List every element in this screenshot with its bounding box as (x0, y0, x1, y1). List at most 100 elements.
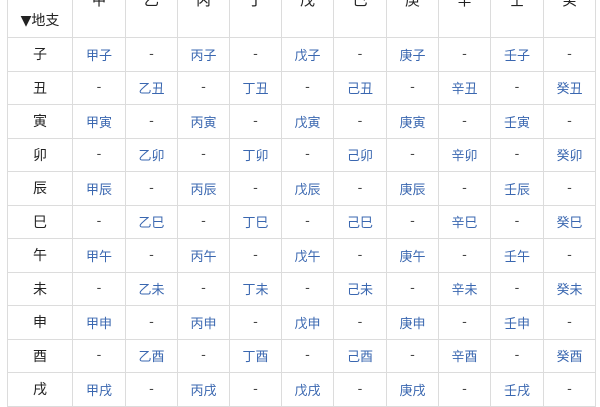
ganzhi-link[interactable]: 癸酉 (543, 338, 596, 373)
ganzhi-link[interactable]: 乙巳 (125, 204, 178, 239)
ganzhi-link[interactable]: 戊辰 (281, 171, 334, 206)
ganzhi-link[interactable]: 庚申 (386, 305, 439, 340)
ganzhi-link[interactable]: 甲寅 (72, 104, 126, 139)
header-row: ▼地支 甲乙丙丁戊己庚辛壬癸 (7, 0, 596, 38)
ganzhi-link[interactable]: 戊子 (281, 37, 334, 72)
ganzhi-link[interactable]: 甲辰 (72, 171, 126, 206)
ganzhi-link[interactable]: 戊寅 (281, 104, 334, 139)
ganzhi-link[interactable]: 丙寅 (177, 104, 230, 139)
empty-cell: - (229, 37, 282, 72)
ganzhi-link[interactable]: 壬子 (490, 37, 544, 72)
ganzhi-link[interactable]: 庚午 (386, 238, 439, 273)
ganzhi-link[interactable]: 壬申 (490, 305, 544, 340)
empty-cell: - (386, 137, 439, 172)
branch-cell: 卯 (7, 137, 73, 172)
header-stem[interactable]: 庚 (386, 0, 439, 38)
header-stem[interactable]: 丁 (229, 0, 282, 38)
empty-cell: - (72, 271, 126, 306)
ganzhi-link[interactable]: 辛丑 (438, 70, 491, 105)
empty-cell: - (177, 137, 230, 172)
ganzhi-link[interactable]: 丁酉 (229, 338, 282, 373)
empty-cell: - (543, 37, 596, 72)
empty-cell: - (386, 70, 439, 105)
ganzhi-link[interactable]: 丙戌 (177, 372, 230, 407)
ganzhi-link[interactable]: 丙午 (177, 238, 230, 273)
empty-cell: - (125, 238, 178, 273)
table-row: 酉 - 乙酉 - 丁酉 - 己酉 - 辛酉 - 癸酉 (7, 338, 596, 373)
branch-cell: 未 (7, 271, 73, 306)
ganzhi-link[interactable]: 乙丑 (125, 70, 178, 105)
ganzhi-link[interactable]: 庚子 (386, 37, 439, 72)
ganzhi-link[interactable]: 辛巳 (438, 204, 491, 239)
ganzhi-link[interactable]: 乙酉 (125, 338, 178, 373)
empty-cell: - (333, 171, 387, 206)
empty-cell: - (543, 171, 596, 206)
ganzhi-link[interactable]: 壬寅 (490, 104, 544, 139)
header-stem[interactable]: 己 (333, 0, 387, 38)
empty-cell: - (543, 372, 596, 407)
sexagenary-table: ▼地支 甲乙丙丁戊己庚辛壬癸 子甲子 - 丙子 - 戊子 - 庚子 - 壬子 - 丑 - 乙丑 - 丁丑 - 己… (7, 0, 596, 407)
empty-cell: - (490, 137, 544, 172)
ganzhi-link[interactable]: 癸丑 (543, 70, 596, 105)
table-row: 戌甲戌 - 丙戌 - 戊戌 - 庚戌 - 壬戌 - (7, 372, 596, 407)
empty-cell: - (72, 70, 126, 105)
ganzhi-link[interactable]: 癸巳 (543, 204, 596, 239)
ganzhi-link[interactable]: 壬戌 (490, 372, 544, 407)
ganzhi-link[interactable]: 乙卯 (125, 137, 178, 172)
header-stem[interactable]: 丙 (177, 0, 230, 38)
ganzhi-link[interactable]: 庚戌 (386, 372, 439, 407)
ganzhi-link[interactable]: 丁巳 (229, 204, 282, 239)
ganzhi-link[interactable]: 丙申 (177, 305, 230, 340)
header-stem[interactable]: 辛 (438, 0, 491, 38)
empty-cell: - (333, 104, 387, 139)
header-stem[interactable]: 癸 (543, 0, 596, 38)
branch-cell: 丑 (7, 70, 73, 105)
ganzhi-link[interactable]: 癸卯 (543, 137, 596, 172)
ganzhi-link[interactable]: 丁丑 (229, 70, 282, 105)
header-stem[interactable]: 甲 (72, 0, 126, 38)
ganzhi-link[interactable]: 庚辰 (386, 171, 439, 206)
ganzhi-link[interactable]: 壬午 (490, 238, 544, 273)
branch-cell: 辰 (7, 171, 73, 206)
table-body: 子甲子 - 丙子 - 戊子 - 庚子 - 壬子 - 丑 - 乙丑 - 丁丑 - 己丑 - 辛丑 - 癸丑寅甲寅 - 丙寅 - 戊… (7, 37, 596, 407)
ganzhi-link[interactable]: 甲申 (72, 305, 126, 340)
ganzhi-link[interactable]: 甲戌 (72, 372, 126, 407)
ganzhi-link[interactable]: 己未 (333, 271, 387, 306)
ganzhi-link[interactable]: 己卯 (333, 137, 387, 172)
table-row: 未 - 乙未 - 丁未 - 己未 - 辛未 - 癸未 (7, 271, 596, 306)
ganzhi-link[interactable]: 辛酉 (438, 338, 491, 373)
ganzhi-link[interactable]: 戊戌 (281, 372, 334, 407)
ganzhi-link[interactable]: 丁卯 (229, 137, 282, 172)
ganzhi-link[interactable]: 庚寅 (386, 104, 439, 139)
ganzhi-link[interactable]: 辛未 (438, 271, 491, 306)
ganzhi-link[interactable]: 辛卯 (438, 137, 491, 172)
ganzhi-link[interactable]: 丙辰 (177, 171, 230, 206)
empty-cell: - (281, 338, 334, 373)
ganzhi-link[interactable]: 戊午 (281, 238, 334, 273)
ganzhi-link[interactable]: 己丑 (333, 70, 387, 105)
ganzhi-link[interactable]: 丙子 (177, 37, 230, 72)
ganzhi-link[interactable]: 丁未 (229, 271, 282, 306)
empty-cell: - (72, 204, 126, 239)
ganzhi-link[interactable]: 壬辰 (490, 171, 544, 206)
table-row: 午甲午 - 丙午 - 戊午 - 庚午 - 壬午 - (7, 238, 596, 273)
ganzhi-link[interactable]: 甲午 (72, 238, 126, 273)
header-stem[interactable]: 戊 (281, 0, 334, 38)
header-stem[interactable]: 乙 (125, 0, 178, 38)
empty-cell: - (386, 204, 439, 239)
ganzhi-link[interactable]: 乙未 (125, 271, 178, 306)
header-stem[interactable]: 壬 (490, 0, 544, 38)
empty-cell: - (490, 70, 544, 105)
empty-cell: - (438, 372, 491, 407)
ganzhi-link[interactable]: 戊申 (281, 305, 334, 340)
ganzhi-link[interactable]: 己巳 (333, 204, 387, 239)
table-row: 辰甲辰 - 丙辰 - 戊辰 - 庚辰 - 壬辰 - (7, 171, 596, 206)
branch-cell: 午 (7, 238, 73, 273)
empty-cell: - (490, 271, 544, 306)
ganzhi-link[interactable]: 癸未 (543, 271, 596, 306)
ganzhi-link[interactable]: 甲子 (72, 37, 126, 72)
ganzhi-link[interactable]: 己酉 (333, 338, 387, 373)
sort-toggle-branch[interactable]: ▼地支 (7, 0, 73, 38)
empty-cell: - (281, 137, 334, 172)
empty-cell: - (229, 305, 282, 340)
